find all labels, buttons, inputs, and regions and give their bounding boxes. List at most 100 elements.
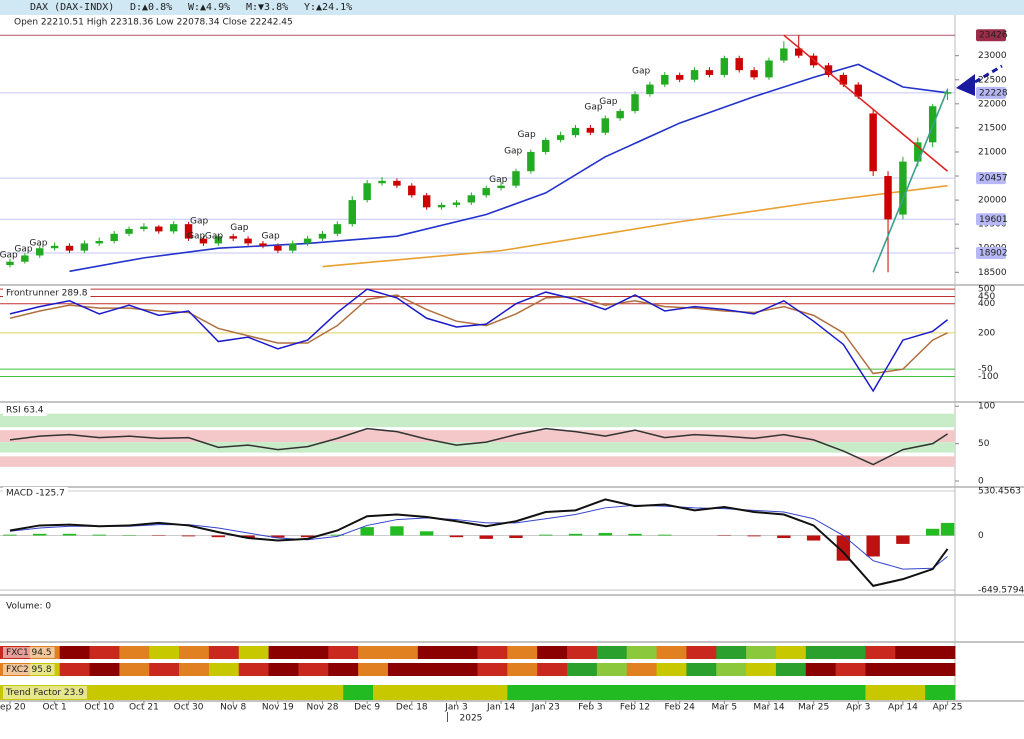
heat-cell [597,646,627,659]
heat-cell [403,685,418,700]
y-tick-label: -649.5794 [978,586,1024,596]
heat-cell [806,646,836,659]
candle-body [110,234,117,241]
candle-body [51,246,58,248]
gap-annotation: Gap [517,130,535,140]
heat-cell [537,685,552,700]
gap-annotation: Gap [187,232,205,242]
gap-annotation: Gap [489,175,507,185]
heat-cell [239,685,254,700]
heat-cell [776,685,791,700]
heat-cell [164,685,179,700]
heatmap-title: FXC2 95.8 [6,665,52,675]
histogram-bar [628,534,641,536]
heat-cell [806,663,836,676]
heat-cell [209,685,224,700]
heat-cell [627,663,657,676]
gap-annotation: Gap [230,223,248,233]
y-tick-label: 200 [978,328,995,338]
heat-cell [269,646,299,659]
histogram-bar [807,536,820,541]
candle-body [289,243,296,250]
heat-cell [60,646,90,659]
heat-cell [298,663,328,676]
heat-cell [478,685,493,700]
heat-cell [746,685,761,700]
heat-cell [701,685,716,700]
heat-cell [269,663,299,676]
gap-annotation: Gap [261,232,279,242]
heat-cell [686,685,701,700]
heat-cell [880,685,895,700]
heat-cell [642,685,657,700]
candle-body [96,241,103,243]
heatmap-title: FXC1 94.5 [6,648,52,658]
candle-body [319,234,326,239]
band [0,430,955,442]
x-tick-label: Mar 25 [798,703,829,713]
candle-body [438,205,445,207]
candle-body [259,243,266,245]
candle-body [780,48,787,60]
heat-cell [448,685,463,700]
x-tick-label: Feb 3 [578,703,603,713]
panel-title: MACD -125.7 [6,489,65,499]
heat-cell [836,685,851,700]
heat-cell [865,663,895,676]
moving-average [323,186,948,267]
y-tick-label: 21000 [978,147,1007,157]
y-tick-label: 400 [978,299,995,309]
histogram-bar [390,526,403,535]
heat-cell [119,663,149,676]
histogram-bar [777,536,790,539]
x-tick-label: Dec 9 [354,703,380,713]
heat-cell [910,685,925,700]
heat-cell [90,663,120,676]
candle-body [542,140,549,152]
heat-cell [537,663,567,676]
heat-cell [716,663,746,676]
x-tick-label: Nov 8 [220,703,246,713]
y-tick-label: 530.4563 [978,486,1021,496]
heat-cell [567,663,597,676]
histogram-bar [360,527,373,535]
candle-body [229,236,236,238]
y-tick-label: 22000 [978,99,1007,109]
band [0,456,955,466]
heat-cell [90,685,105,700]
x-tick-label: Sep 20 [0,703,26,713]
gap-annotation: Gap [29,238,47,248]
heat-cell [418,685,433,700]
candle-body [81,243,88,250]
x-tick-label: Feb 12 [620,703,650,713]
heat-cell [776,663,806,676]
heat-cell [373,685,388,700]
x-tick-label: Nov 28 [307,703,339,713]
candle-body [274,246,281,251]
heat-cell [478,646,508,659]
symbol: DAX (DAX-INDX) [30,2,114,13]
histogram-bar [33,534,46,536]
candle-body [334,224,341,234]
heat-cell [537,646,567,659]
x-tick-label: Apr 25 [933,703,963,713]
x-tick-label: Jan 23 [531,703,560,713]
x-tick-label: Jan 14 [486,703,515,713]
heat-cell [224,685,239,700]
heat-cell [149,663,179,676]
heat-cell [90,646,120,659]
heat-cell [179,646,209,659]
candle-body [512,171,519,185]
heat-cell [507,685,522,700]
heat-cell [388,646,418,659]
heat-cell [582,685,597,700]
heat-cell [716,685,731,700]
heat-cell [448,646,478,659]
histogram-bar [3,535,16,536]
candle-body [884,176,891,219]
heat-cell [597,663,627,676]
x-tick-label: Oct 21 [129,703,159,713]
arrow-head [956,74,975,96]
heat-cell [239,646,269,659]
heat-cell [179,685,194,700]
